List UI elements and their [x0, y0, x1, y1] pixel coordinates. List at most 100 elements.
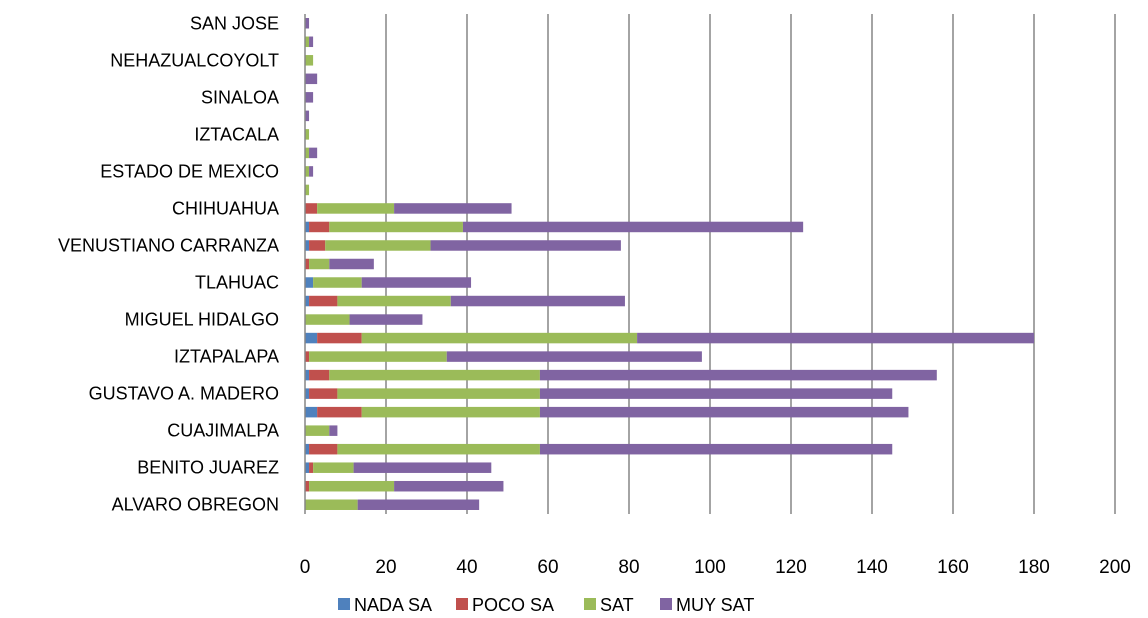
x-tick-label: 0 — [300, 557, 311, 578]
bar-muy-sat-26 — [305, 18, 310, 29]
bar-nada-sa-15 — [305, 221, 310, 233]
bar-muy-sat-9 — [637, 332, 1034, 344]
bar-muy-sat-4 — [329, 425, 338, 436]
bar-nada-sa-5 — [305, 406, 318, 418]
bar-sat-11 — [337, 295, 451, 307]
bar-nada-sa-11 — [305, 295, 310, 307]
bar-poco-sa-11 — [309, 295, 338, 307]
x-tick-label: 160 — [937, 557, 969, 578]
legend-item-nada-sa: NADA SA — [338, 595, 432, 615]
x-tick-label: 20 — [375, 557, 396, 578]
bar-muy-sat-18 — [309, 166, 314, 177]
category-label: BENITO JUAREZ — [137, 458, 279, 478]
bar-sat-10 — [305, 314, 350, 325]
legend-label: NADA SA — [354, 595, 432, 615]
legend-item-sat: SAT — [584, 595, 634, 615]
x-tick-label: 80 — [618, 557, 639, 578]
category-label: MIGUEL HIDALGO — [125, 310, 279, 330]
bar-nada-sa-9 — [305, 332, 318, 344]
bar-sat-2 — [313, 462, 354, 473]
bar-muy-sat-5 — [539, 406, 909, 418]
gridlines — [385, 14, 1116, 514]
bar-sat-4 — [305, 425, 330, 436]
category-labels: ALVARO OBREGON BENITO JUAREZ CUAJIMALPA GUS… — [58, 13, 279, 514]
legend-swatch — [456, 598, 468, 610]
category-label: NEHAZUALCOYOLT — [110, 50, 279, 70]
legend-item-poco-sa: POCO SA — [456, 595, 554, 615]
bar-poco-sa-7 — [309, 369, 330, 381]
bar-sat-24 — [305, 55, 314, 66]
bar-muy-sat-7 — [539, 369, 937, 381]
legend-label: POCO SA — [472, 595, 554, 615]
bar-sat-8 — [309, 351, 447, 362]
category-label: IZTAPALAPA — [174, 347, 279, 367]
bar-muy-sat-12 — [361, 277, 472, 288]
bar-muy-sat-19 — [309, 147, 318, 159]
bar-sat-3 — [337, 443, 540, 455]
legend-item-muy-sat: MUY SAT — [660, 595, 754, 615]
x-tick-label: 200 — [1099, 557, 1131, 578]
bar-sat-7 — [329, 369, 540, 381]
bar-sat-25 — [305, 36, 310, 48]
bar-sat-1 — [309, 480, 395, 492]
bar-poco-sa-14 — [309, 240, 326, 251]
bar-nada-sa-7 — [305, 369, 310, 381]
bar-poco-sa-3 — [309, 443, 338, 455]
bar-muy-sat-0 — [357, 499, 480, 510]
bars — [305, 18, 1034, 510]
category-label: CHIHUAHUA — [172, 198, 279, 218]
x-tick-label: 140 — [856, 557, 888, 578]
bar-sat-17 — [305, 184, 310, 196]
bar-muy-sat-23 — [305, 73, 318, 85]
legend-swatch — [584, 598, 596, 610]
bar-nada-sa-2 — [305, 462, 310, 473]
bar-poco-sa-2 — [309, 462, 314, 473]
category-label: SINALOA — [201, 87, 279, 107]
bar-sat-14 — [325, 240, 431, 251]
bar-muy-sat-22 — [305, 92, 314, 103]
bar-muy-sat-8 — [446, 351, 702, 362]
bar-poco-sa-15 — [309, 221, 330, 233]
bar-poco-sa-16 — [305, 203, 318, 214]
bar-sat-18 — [305, 166, 310, 177]
bar-sat-20 — [305, 129, 310, 140]
bar-muy-sat-14 — [430, 240, 621, 251]
x-tick-labels: 0 20 40 60 80 100 120 140 160 180 200 — [300, 557, 1131, 578]
bar-nada-sa-14 — [305, 240, 310, 251]
bar-muy-sat-6 — [539, 388, 893, 399]
bar-poco-sa-9 — [317, 332, 362, 344]
bar-sat-12 — [313, 277, 362, 288]
bar-nada-sa-3 — [305, 443, 310, 455]
bar-poco-sa-13 — [305, 258, 310, 270]
bar-muy-sat-13 — [329, 258, 374, 270]
bar-muy-sat-15 — [462, 221, 804, 233]
bar-nada-sa-12 — [305, 277, 314, 288]
bar-sat-6 — [337, 388, 540, 399]
bar-poco-sa-1 — [305, 480, 310, 492]
bar-muy-sat-2 — [353, 462, 492, 473]
category-label: VENUSTIANO CARRANZA — [58, 235, 279, 255]
x-tick-label: 60 — [537, 557, 558, 578]
x-tick-label: 180 — [1018, 557, 1050, 578]
category-label: CUAJIMALPA — [167, 421, 279, 441]
category-label: GUSTAVO A. MADERO — [89, 384, 279, 404]
bar-muy-sat-16 — [394, 203, 512, 214]
bar-poco-sa-5 — [317, 406, 362, 418]
legend-swatch — [660, 598, 672, 610]
legend-swatch — [338, 598, 350, 610]
category-label: TLAHUAC — [195, 273, 279, 293]
category-label: ALVARO OBREGON — [112, 495, 279, 515]
bar-poco-sa-6 — [309, 388, 338, 399]
bar-muy-sat-3 — [539, 443, 893, 455]
x-tick-label: 40 — [456, 557, 477, 578]
legend-label: MUY SAT — [676, 595, 754, 615]
bar-sat-19 — [305, 147, 310, 159]
bar-sat-15 — [329, 221, 463, 233]
bar-nada-sa-6 — [305, 388, 310, 399]
legend-label: SAT — [600, 595, 634, 615]
bar-sat-0 — [305, 499, 358, 510]
category-label: SAN JOSE — [190, 13, 279, 33]
x-tick-label: 100 — [694, 557, 726, 578]
bar-muy-sat-25 — [309, 36, 314, 48]
